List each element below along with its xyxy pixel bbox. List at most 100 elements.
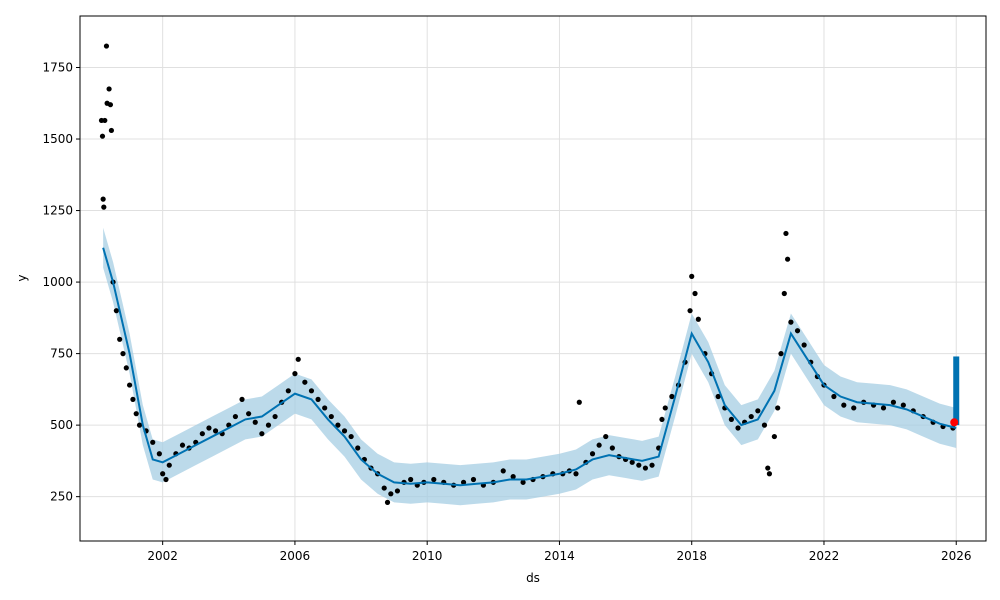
y-tick-label: 500 <box>50 418 73 432</box>
observed-point <box>880 405 887 411</box>
forecast-spike-bar <box>953 356 960 426</box>
latest-point <box>950 418 959 427</box>
observed-point <box>890 399 897 405</box>
observed-point <box>766 471 773 477</box>
observed-point <box>388 491 394 497</box>
observed-point <box>851 405 857 411</box>
observed-point <box>781 290 787 297</box>
observed-point <box>629 459 635 465</box>
observed-point <box>692 290 698 297</box>
observed-point <box>783 230 789 237</box>
observed-point <box>163 476 169 483</box>
grid-lines <box>80 16 986 541</box>
observed-point <box>106 86 112 92</box>
observed-point <box>609 445 615 451</box>
observed-point <box>126 382 133 388</box>
observed-point <box>166 462 172 468</box>
x-tick-label: 2002 <box>147 549 178 563</box>
observed-point <box>107 102 114 108</box>
observed-point <box>761 422 768 428</box>
x-tick-label: 2006 <box>280 549 311 563</box>
observed-point <box>642 465 649 471</box>
x-axis-ticks: 2002 2006 2010 2014 2018 2022 2026 <box>147 541 972 563</box>
observed-point <box>302 379 308 385</box>
observed-point <box>460 479 467 485</box>
x-tick-label: 2010 <box>412 549 443 563</box>
observed-point <box>133 411 139 417</box>
observed-point <box>246 411 252 417</box>
observed-point <box>136 422 143 428</box>
observed-point <box>771 433 777 440</box>
observed-point <box>199 431 205 437</box>
observed-point <box>308 388 315 394</box>
observed-point <box>900 402 906 408</box>
y-axis-ticks: 250 500 750 1000 1250 1500 1750 <box>42 60 80 504</box>
observed-point <box>160 471 166 477</box>
forecast-spike <box>953 356 960 426</box>
observed-point <box>735 425 741 431</box>
observed-point <box>265 422 272 428</box>
observed-point <box>728 416 734 423</box>
observed-point <box>669 393 675 400</box>
observed-point <box>470 476 477 483</box>
observed-point <box>117 336 123 342</box>
observed-point <box>408 476 414 483</box>
observed-point <box>576 399 582 405</box>
x-axis-label: ds <box>526 571 540 585</box>
observed-point <box>431 476 437 483</box>
observed-point <box>520 479 526 485</box>
x-tick-label: 2018 <box>676 549 707 563</box>
y-tick-label: 1500 <box>42 132 73 146</box>
observed-point <box>748 413 754 420</box>
uncertainty-band-area <box>103 227 957 506</box>
latest-point-marker <box>950 418 959 427</box>
observed-point <box>659 416 665 423</box>
observed-point <box>785 256 791 262</box>
observed-point <box>715 393 721 400</box>
observed-point <box>100 196 106 202</box>
observed-point <box>335 422 341 428</box>
observed-point <box>206 425 212 431</box>
y-tick-label: 1750 <box>42 60 73 74</box>
y-tick-label: 750 <box>50 347 73 361</box>
observed-point <box>755 408 761 414</box>
observed-point <box>687 308 693 314</box>
observed-point <box>603 433 609 440</box>
observed-point <box>649 462 655 468</box>
observed-point <box>315 396 321 402</box>
observed-point <box>394 488 401 494</box>
observed-point <box>689 273 695 279</box>
observed-point <box>328 413 334 420</box>
observed-point <box>765 465 771 471</box>
observed-point <box>99 133 106 139</box>
observed-point <box>212 428 219 434</box>
plot-frame <box>79 15 987 542</box>
observed-point <box>636 462 642 468</box>
observed-point <box>381 485 387 491</box>
observed-point <box>573 471 579 477</box>
observed-point <box>123 365 129 371</box>
y-axis-label: y <box>15 274 29 281</box>
observed-point <box>156 451 162 457</box>
observed-point <box>292 371 298 377</box>
observed-point <box>788 319 794 325</box>
observed-point <box>841 402 847 408</box>
y-tick-label: 250 <box>50 490 73 504</box>
observed-point <box>384 499 391 505</box>
observed-point <box>232 413 239 420</box>
x-tick-label: 2022 <box>809 549 840 563</box>
observed-point <box>778 351 784 357</box>
observed-point <box>285 388 291 394</box>
observed-point <box>295 356 301 362</box>
forecast-line <box>102 247 957 487</box>
observed-point <box>341 428 348 434</box>
observed-point <box>120 351 126 357</box>
observed-point <box>113 308 119 314</box>
uncertainty-band <box>103 227 957 506</box>
observed-point <box>589 451 596 457</box>
observed-point <box>348 433 354 440</box>
forecast-series-line <box>102 247 957 487</box>
observed-point <box>103 43 110 49</box>
